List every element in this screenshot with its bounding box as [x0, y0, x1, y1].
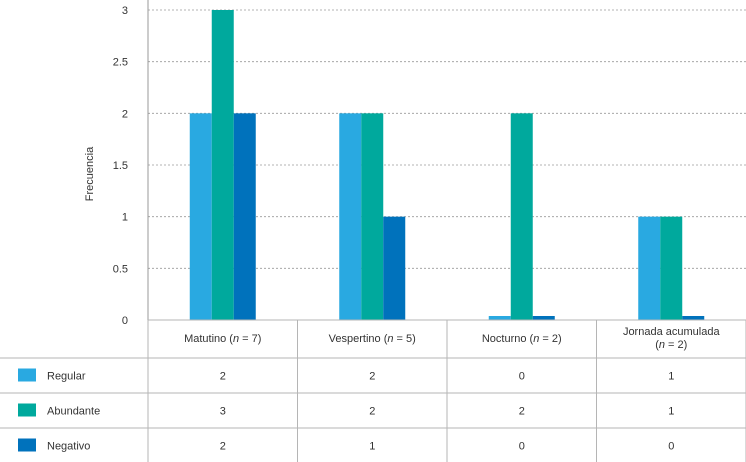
y-tick-label: 0 — [122, 315, 128, 327]
bar-abundante-0 — [211, 10, 234, 320]
table-cell: 1 — [668, 406, 674, 418]
bar-abundante-2 — [510, 113, 533, 320]
legend-label-abundante: Abundante — [47, 406, 100, 418]
legend-swatch-regular — [18, 368, 36, 382]
table-cell: 2 — [369, 371, 375, 383]
category-label: Matutino (n = 7) — [184, 333, 261, 345]
table-cell: 2 — [220, 441, 226, 453]
data-table: Matutino (n = 7) Vespertino (n = 5) Noctur… — [0, 319, 746, 462]
table-cell: 1 — [668, 371, 674, 383]
category-label: Jornada acumulada — [623, 326, 721, 338]
table-cell: 2 — [519, 406, 525, 418]
category-n-label: (n = 2) — [655, 339, 687, 351]
table-cell: 1 — [369, 441, 375, 453]
bar-negativo-2 — [532, 316, 555, 320]
table-cell: 0 — [519, 441, 525, 453]
bar-regular-2 — [488, 316, 511, 320]
y-tick-label: 1.5 — [113, 160, 128, 172]
table-cell: 2 — [369, 406, 375, 418]
table-cell: 3 — [220, 406, 226, 418]
y-axis-label: Frecuencia — [84, 146, 96, 201]
bars — [189, 10, 705, 320]
y-axis: 0 0.5 1 1.5 2 2.5 3 — [113, 0, 149, 327]
table-cell: 0 — [668, 441, 674, 453]
y-tick-label: 3 — [122, 5, 128, 17]
y-tick-label: 1 — [122, 212, 128, 224]
legend-swatch-negativo — [18, 438, 36, 452]
legend-swatch-abundante — [18, 403, 36, 417]
category-label: Nocturno (n = 2) — [482, 333, 562, 345]
y-tick-label: 2.5 — [113, 57, 128, 69]
bar-negativo-1 — [383, 216, 406, 320]
category-label: Vespertino (n = 5) — [329, 333, 416, 345]
bar-regular-0 — [189, 113, 212, 320]
bar-abundante-1 — [361, 113, 384, 320]
table-cell: 2 — [220, 371, 226, 383]
bar-negativo-3 — [682, 316, 705, 320]
bar-regular-3 — [638, 216, 661, 320]
bar-regular-1 — [339, 113, 362, 320]
legend-label-negativo: Negativo — [47, 441, 90, 453]
legend-label-regular: Regular — [47, 371, 86, 383]
y-tick-label: 2 — [122, 108, 128, 120]
bar-abundante-3 — [660, 216, 683, 320]
bar-negativo-0 — [233, 113, 256, 320]
y-tick-label: 0.5 — [113, 263, 128, 275]
table-cell: 0 — [519, 371, 525, 383]
